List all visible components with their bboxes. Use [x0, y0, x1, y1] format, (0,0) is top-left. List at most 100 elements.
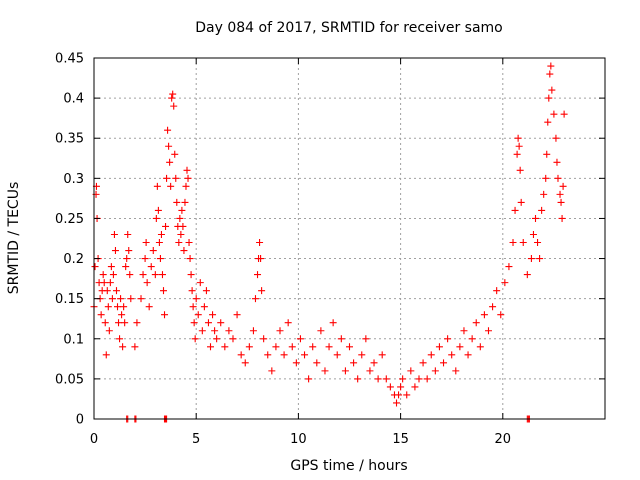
data-point [133, 319, 141, 327]
data-point [448, 351, 456, 359]
data-point [251, 295, 259, 303]
data-point [115, 319, 123, 327]
data-point [241, 359, 249, 367]
data-point [114, 303, 122, 311]
data-point [509, 239, 517, 247]
data-point [177, 230, 185, 238]
data-point [514, 134, 522, 142]
data-point [109, 271, 117, 279]
axis-ticks: 0 5 10 15 20 0 0.05 0.1 0.15 0.2 0.25 0.3 0.35 0.4 0.4… [55, 52, 605, 447]
data-point [127, 295, 135, 303]
x-tick-label: 0 [90, 432, 98, 447]
data-point [225, 327, 233, 335]
data-point [182, 182, 190, 190]
data-point [337, 335, 345, 343]
data-point [511, 206, 519, 214]
data-point [194, 311, 202, 319]
plot-frame [93, 57, 606, 420]
data-point [155, 239, 163, 247]
data-point [325, 343, 333, 351]
data-point [427, 351, 435, 359]
y-tick-label: 0.35 [55, 132, 84, 147]
data-point [137, 295, 145, 303]
data-point [378, 351, 386, 359]
data-point [126, 271, 134, 279]
data-point [519, 239, 527, 247]
data-point [159, 287, 167, 295]
data-point [527, 255, 535, 263]
x-tick-label: 15 [392, 432, 409, 447]
data-point [301, 351, 309, 359]
data-point [168, 94, 176, 102]
data-point [178, 206, 186, 214]
data-point [284, 319, 292, 327]
data-point [209, 311, 217, 319]
data-point [536, 255, 544, 263]
data-point [397, 383, 405, 391]
data-point [493, 287, 501, 295]
data-point [505, 263, 513, 271]
data-point [156, 255, 164, 263]
data-point [403, 391, 411, 399]
data-point [202, 287, 210, 295]
data-point [204, 319, 212, 327]
data-point [468, 335, 476, 343]
data-point [516, 166, 524, 174]
data-point [165, 142, 173, 150]
x-tick-label: 20 [495, 432, 512, 447]
data-point [313, 359, 321, 367]
data-point [288, 343, 296, 351]
data-point [161, 311, 169, 319]
grid-lines [94, 58, 605, 419]
data-point [124, 230, 132, 238]
data-point [100, 279, 108, 287]
data-point [185, 239, 193, 247]
data-point [200, 303, 208, 311]
data-point [346, 343, 353, 351]
data-point [395, 391, 403, 399]
data-point [341, 367, 349, 375]
data-point [268, 367, 276, 375]
data-point [276, 327, 284, 335]
y-tick-label: 0.05 [55, 372, 84, 387]
data-point [374, 375, 382, 383]
x-tick-label: 5 [192, 432, 200, 447]
data-point [139, 271, 147, 279]
y-tick-label: 0 [76, 413, 84, 428]
data-point [131, 343, 139, 351]
data-point [164, 126, 172, 134]
data-point [141, 255, 149, 263]
data-point [154, 206, 162, 214]
data-point [497, 311, 505, 319]
data-point [540, 190, 548, 198]
data-point [501, 279, 509, 287]
data-point [362, 335, 370, 343]
data-point [464, 351, 472, 359]
data-point [529, 230, 537, 238]
data-point [423, 375, 431, 383]
data-point [254, 271, 262, 279]
data-point [552, 134, 560, 142]
data-point [190, 319, 198, 327]
data-point [399, 375, 407, 383]
data-point [101, 319, 109, 327]
data-point [99, 271, 107, 279]
data-point [211, 327, 219, 335]
data-point [157, 230, 165, 238]
data-point [162, 222, 170, 230]
data-point [91, 263, 99, 271]
data-point [145, 303, 153, 311]
data-point [553, 158, 561, 166]
data-point [544, 118, 552, 126]
data-point [321, 367, 329, 375]
data-point [108, 295, 116, 303]
data-point [264, 351, 272, 359]
data-points [90, 62, 568, 423]
data-point [181, 198, 189, 206]
data-point [116, 335, 124, 343]
data-point [415, 375, 423, 383]
data-point [542, 174, 550, 182]
x-axis-label: GPS time / hours [290, 458, 407, 474]
data-point [317, 327, 325, 335]
